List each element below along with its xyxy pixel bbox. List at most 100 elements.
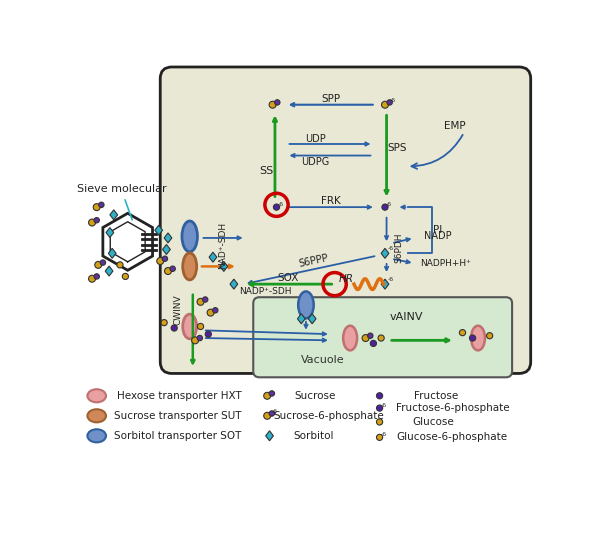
Polygon shape: [163, 245, 170, 254]
Text: -6: -6: [389, 98, 396, 102]
Ellipse shape: [298, 292, 314, 319]
Ellipse shape: [182, 221, 197, 252]
Text: vAINV: vAINV: [390, 312, 424, 322]
Text: -6: -6: [386, 202, 392, 206]
Circle shape: [117, 262, 123, 268]
Text: Sorbitol: Sorbitol: [293, 431, 334, 441]
Circle shape: [275, 100, 280, 105]
Circle shape: [376, 434, 383, 440]
Circle shape: [100, 260, 106, 265]
Circle shape: [197, 323, 203, 329]
Circle shape: [202, 297, 208, 302]
Text: S6PDH: S6PDH: [394, 233, 403, 263]
Text: Sucrose: Sucrose: [295, 391, 336, 401]
Circle shape: [362, 335, 369, 342]
Circle shape: [370, 340, 376, 347]
Circle shape: [212, 308, 218, 313]
Text: -6: -6: [380, 432, 386, 437]
Text: NADP: NADP: [424, 231, 452, 240]
Circle shape: [269, 101, 276, 108]
Polygon shape: [308, 314, 316, 324]
Circle shape: [264, 412, 271, 419]
Circle shape: [170, 266, 175, 272]
Ellipse shape: [88, 429, 106, 443]
Text: EMP: EMP: [444, 121, 466, 132]
Polygon shape: [220, 261, 227, 272]
Circle shape: [94, 218, 100, 223]
Circle shape: [122, 273, 128, 280]
Circle shape: [98, 202, 104, 208]
Circle shape: [89, 275, 95, 282]
Text: Sucrose transporter SUT: Sucrose transporter SUT: [115, 411, 242, 421]
Circle shape: [161, 320, 167, 326]
Circle shape: [162, 256, 167, 261]
Polygon shape: [298, 314, 305, 324]
Text: Hexose transporter HXT: Hexose transporter HXT: [117, 391, 242, 401]
Text: NADP⁺-SDH: NADP⁺-SDH: [239, 287, 291, 296]
Polygon shape: [164, 233, 172, 243]
Circle shape: [382, 101, 388, 108]
FancyBboxPatch shape: [160, 67, 531, 374]
Circle shape: [191, 337, 199, 344]
Polygon shape: [155, 225, 163, 235]
Text: Sieve molecular: Sieve molecular: [77, 184, 166, 220]
Polygon shape: [209, 252, 217, 262]
Text: S6PPP: S6PPP: [298, 253, 329, 269]
Circle shape: [460, 329, 466, 336]
Text: CWINV: CWINV: [173, 294, 182, 325]
Circle shape: [171, 325, 178, 331]
Ellipse shape: [88, 389, 106, 402]
Circle shape: [368, 333, 373, 338]
Text: Sorbitol transporter SOT: Sorbitol transporter SOT: [113, 431, 241, 441]
Text: SOX: SOX: [277, 273, 299, 283]
Circle shape: [274, 204, 280, 210]
Ellipse shape: [88, 409, 106, 423]
Circle shape: [197, 335, 202, 341]
Circle shape: [487, 333, 493, 339]
Text: NAD⁺-SDH: NAD⁺-SDH: [218, 222, 227, 269]
Text: FRK: FRK: [321, 196, 341, 206]
Text: Fructose-6-phosphate: Fructose-6-phosphate: [397, 403, 510, 413]
Text: -6: -6: [388, 246, 394, 251]
Circle shape: [197, 299, 204, 305]
Circle shape: [376, 405, 383, 411]
Circle shape: [89, 219, 95, 226]
Polygon shape: [110, 210, 118, 220]
Polygon shape: [381, 248, 389, 258]
Circle shape: [95, 261, 102, 268]
Circle shape: [205, 331, 211, 337]
Ellipse shape: [183, 314, 197, 339]
Circle shape: [387, 100, 392, 105]
Text: UDPG: UDPG: [301, 157, 329, 167]
Circle shape: [207, 309, 214, 316]
Text: -6: -6: [388, 277, 394, 282]
Text: NADPH+H⁺: NADPH+H⁺: [420, 259, 471, 268]
FancyBboxPatch shape: [253, 297, 512, 377]
Circle shape: [378, 335, 384, 341]
Text: SS: SS: [259, 166, 274, 176]
Text: PI: PI: [433, 225, 442, 235]
Text: Glucose: Glucose: [412, 417, 454, 427]
Circle shape: [157, 258, 164, 265]
Polygon shape: [381, 279, 389, 289]
Circle shape: [94, 274, 100, 279]
Text: UDP: UDP: [305, 134, 326, 143]
Text: Vacuole: Vacuole: [301, 355, 345, 364]
Text: HR: HR: [339, 274, 354, 284]
Ellipse shape: [343, 326, 357, 350]
Circle shape: [376, 419, 383, 425]
Circle shape: [376, 393, 383, 399]
Circle shape: [269, 411, 275, 416]
Text: -6: -6: [272, 409, 278, 413]
Circle shape: [164, 267, 172, 274]
Polygon shape: [105, 266, 113, 276]
Text: -6: -6: [380, 403, 386, 407]
Polygon shape: [109, 248, 116, 258]
Ellipse shape: [471, 326, 485, 350]
Polygon shape: [103, 213, 152, 270]
Text: Glucose-6-phosphate: Glucose-6-phosphate: [396, 432, 507, 443]
Text: Fructose: Fructose: [414, 391, 458, 401]
Text: -6: -6: [277, 202, 283, 206]
Circle shape: [469, 335, 476, 341]
Polygon shape: [266, 431, 274, 441]
